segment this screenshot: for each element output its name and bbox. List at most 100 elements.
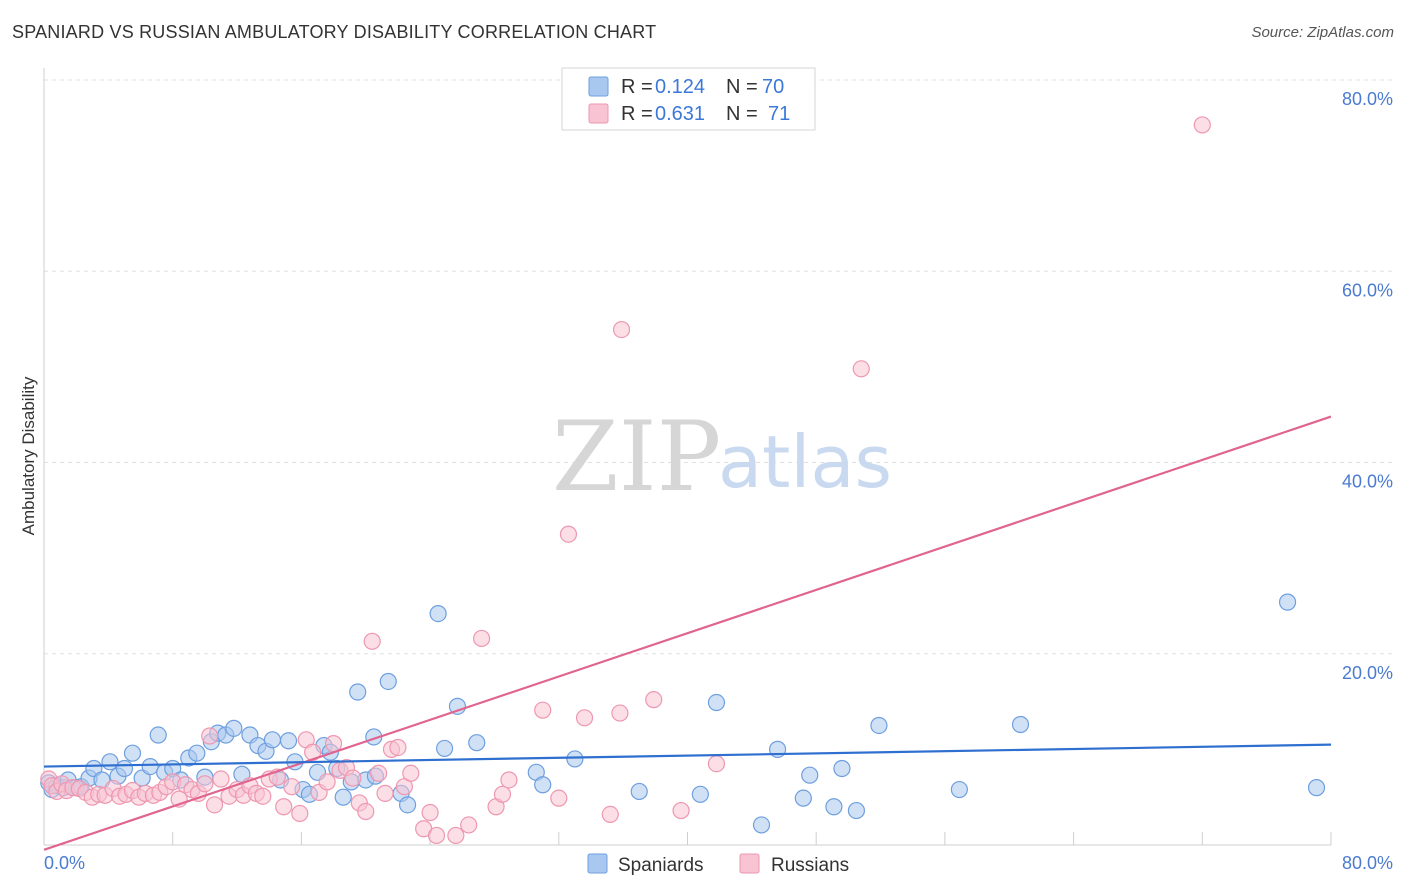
y-tick-label: 80.0% [1342,89,1393,109]
spaniards-point [429,604,447,623]
russians-point [205,796,224,814]
spaniards-point [149,726,167,744]
spaniards-point [1278,593,1297,611]
russians-point [852,360,870,378]
legend-r-value-spaniards: 0.124 [655,76,705,98]
y-tick-label: 40.0% [1342,472,1393,492]
spaniards-point [225,719,243,737]
legend-n-value-spaniards: 70 [762,76,784,98]
spaniards-point [833,759,851,778]
spaniards-point [398,796,417,814]
y-tick-label: 20.0% [1342,663,1393,683]
spaniards-point [691,785,709,803]
legend-r-label-spaniards: R = [621,76,653,98]
russians-point [500,771,518,789]
russians-point [672,801,690,820]
legend-n-label-spaniards: N = [726,76,758,98]
russians-point [370,764,388,782]
russians-point [376,784,394,802]
russians-point [427,826,446,845]
legend-n-label-russians: N = [726,103,758,125]
russians-point [550,789,568,807]
spaniards-point [1307,779,1326,797]
spaniards-point [847,801,866,820]
russians-point [363,632,381,650]
watermark-zip: ZIP [552,401,721,513]
russians-point [447,826,465,845]
spaniards-point [334,788,352,806]
spaniards-point [794,789,812,807]
russians-point [493,785,512,803]
russians-point [575,709,594,727]
spaniards-trend-line [43,743,1332,768]
legend-top: R = 0.124 N = 70 R = 0.631 N = 71 [561,67,816,131]
series-russians [40,116,1211,845]
spaniards-point [115,759,134,778]
source-label: Source: ZipAtlas.com [1251,24,1394,41]
spaniards-point [870,716,888,735]
spaniards-point [263,731,282,749]
y-tick-label: 60.0% [1342,280,1393,300]
spaniards-point [349,683,367,701]
russians-point [357,802,375,821]
spaniards-point [534,776,552,794]
russians-point [645,691,663,709]
russians-point [389,738,407,757]
russians-point [275,798,293,816]
spaniards-point [141,757,159,776]
russians-point [196,775,214,793]
spaniards-point [468,734,486,752]
russians-point [324,735,343,753]
russians-point [601,805,619,824]
legend-r-label-russians: R = [621,103,653,125]
watermark-atlas: atlas [718,420,892,504]
spaniards-point [279,732,298,750]
russians-point [611,704,629,722]
legend-bottom-label-russians: Russians [771,855,849,876]
trend-lines [43,415,1332,851]
y-tick-labels: 20.0% 40.0% 60.0% 80.0% [1342,89,1393,683]
spaniards-point [435,739,454,758]
spaniards-point [950,780,968,799]
chart-title: SPANIARD VS RUSSIAN AMBULATORY DISABILIT… [12,22,657,42]
russians-point [460,816,478,834]
spaniards-point [379,672,397,691]
russians-point [291,804,309,823]
y-axis-label: Ambulatory Disability [19,376,38,535]
legend-swatch-russians [588,103,609,124]
legend-n-value-russians: 71 [768,103,790,125]
spaniards-point [707,693,726,712]
russians-point [402,764,420,782]
spaniards-point [825,798,843,816]
russians-point [318,773,336,791]
legend-r-value-russians: 0.631 [655,103,705,125]
spaniards-point [188,744,206,762]
russians-point [472,629,491,648]
russians-point [707,755,726,773]
russians-point [1193,116,1211,134]
legend-bottom-swatch-spaniards [587,853,608,874]
legend-bottom-swatch-russians [739,853,760,874]
russians-point [421,803,439,822]
russians-point [344,769,362,787]
spaniards-point [123,744,142,762]
legend-bottom: Spaniards Russians [587,853,849,876]
grid-lines [44,79,1393,655]
x-axis-ticks [43,832,1332,845]
russians-point [612,320,631,339]
x-tick-label-max: 80.0% [1342,853,1393,873]
spaniards-point [630,782,648,801]
spaniards-point [752,816,771,834]
russians-point [201,727,219,745]
spaniards-point [801,766,819,784]
legend-bottom-label-spaniards: Spaniards [618,855,704,876]
spaniards-point [566,750,584,768]
russians-point [534,701,552,719]
russians-point [212,770,230,788]
legend-swatch-spaniards [588,76,609,97]
russians-point [559,525,578,543]
russians-trend-line [43,415,1332,851]
russians-point [254,787,272,805]
spaniards-point [101,753,119,771]
